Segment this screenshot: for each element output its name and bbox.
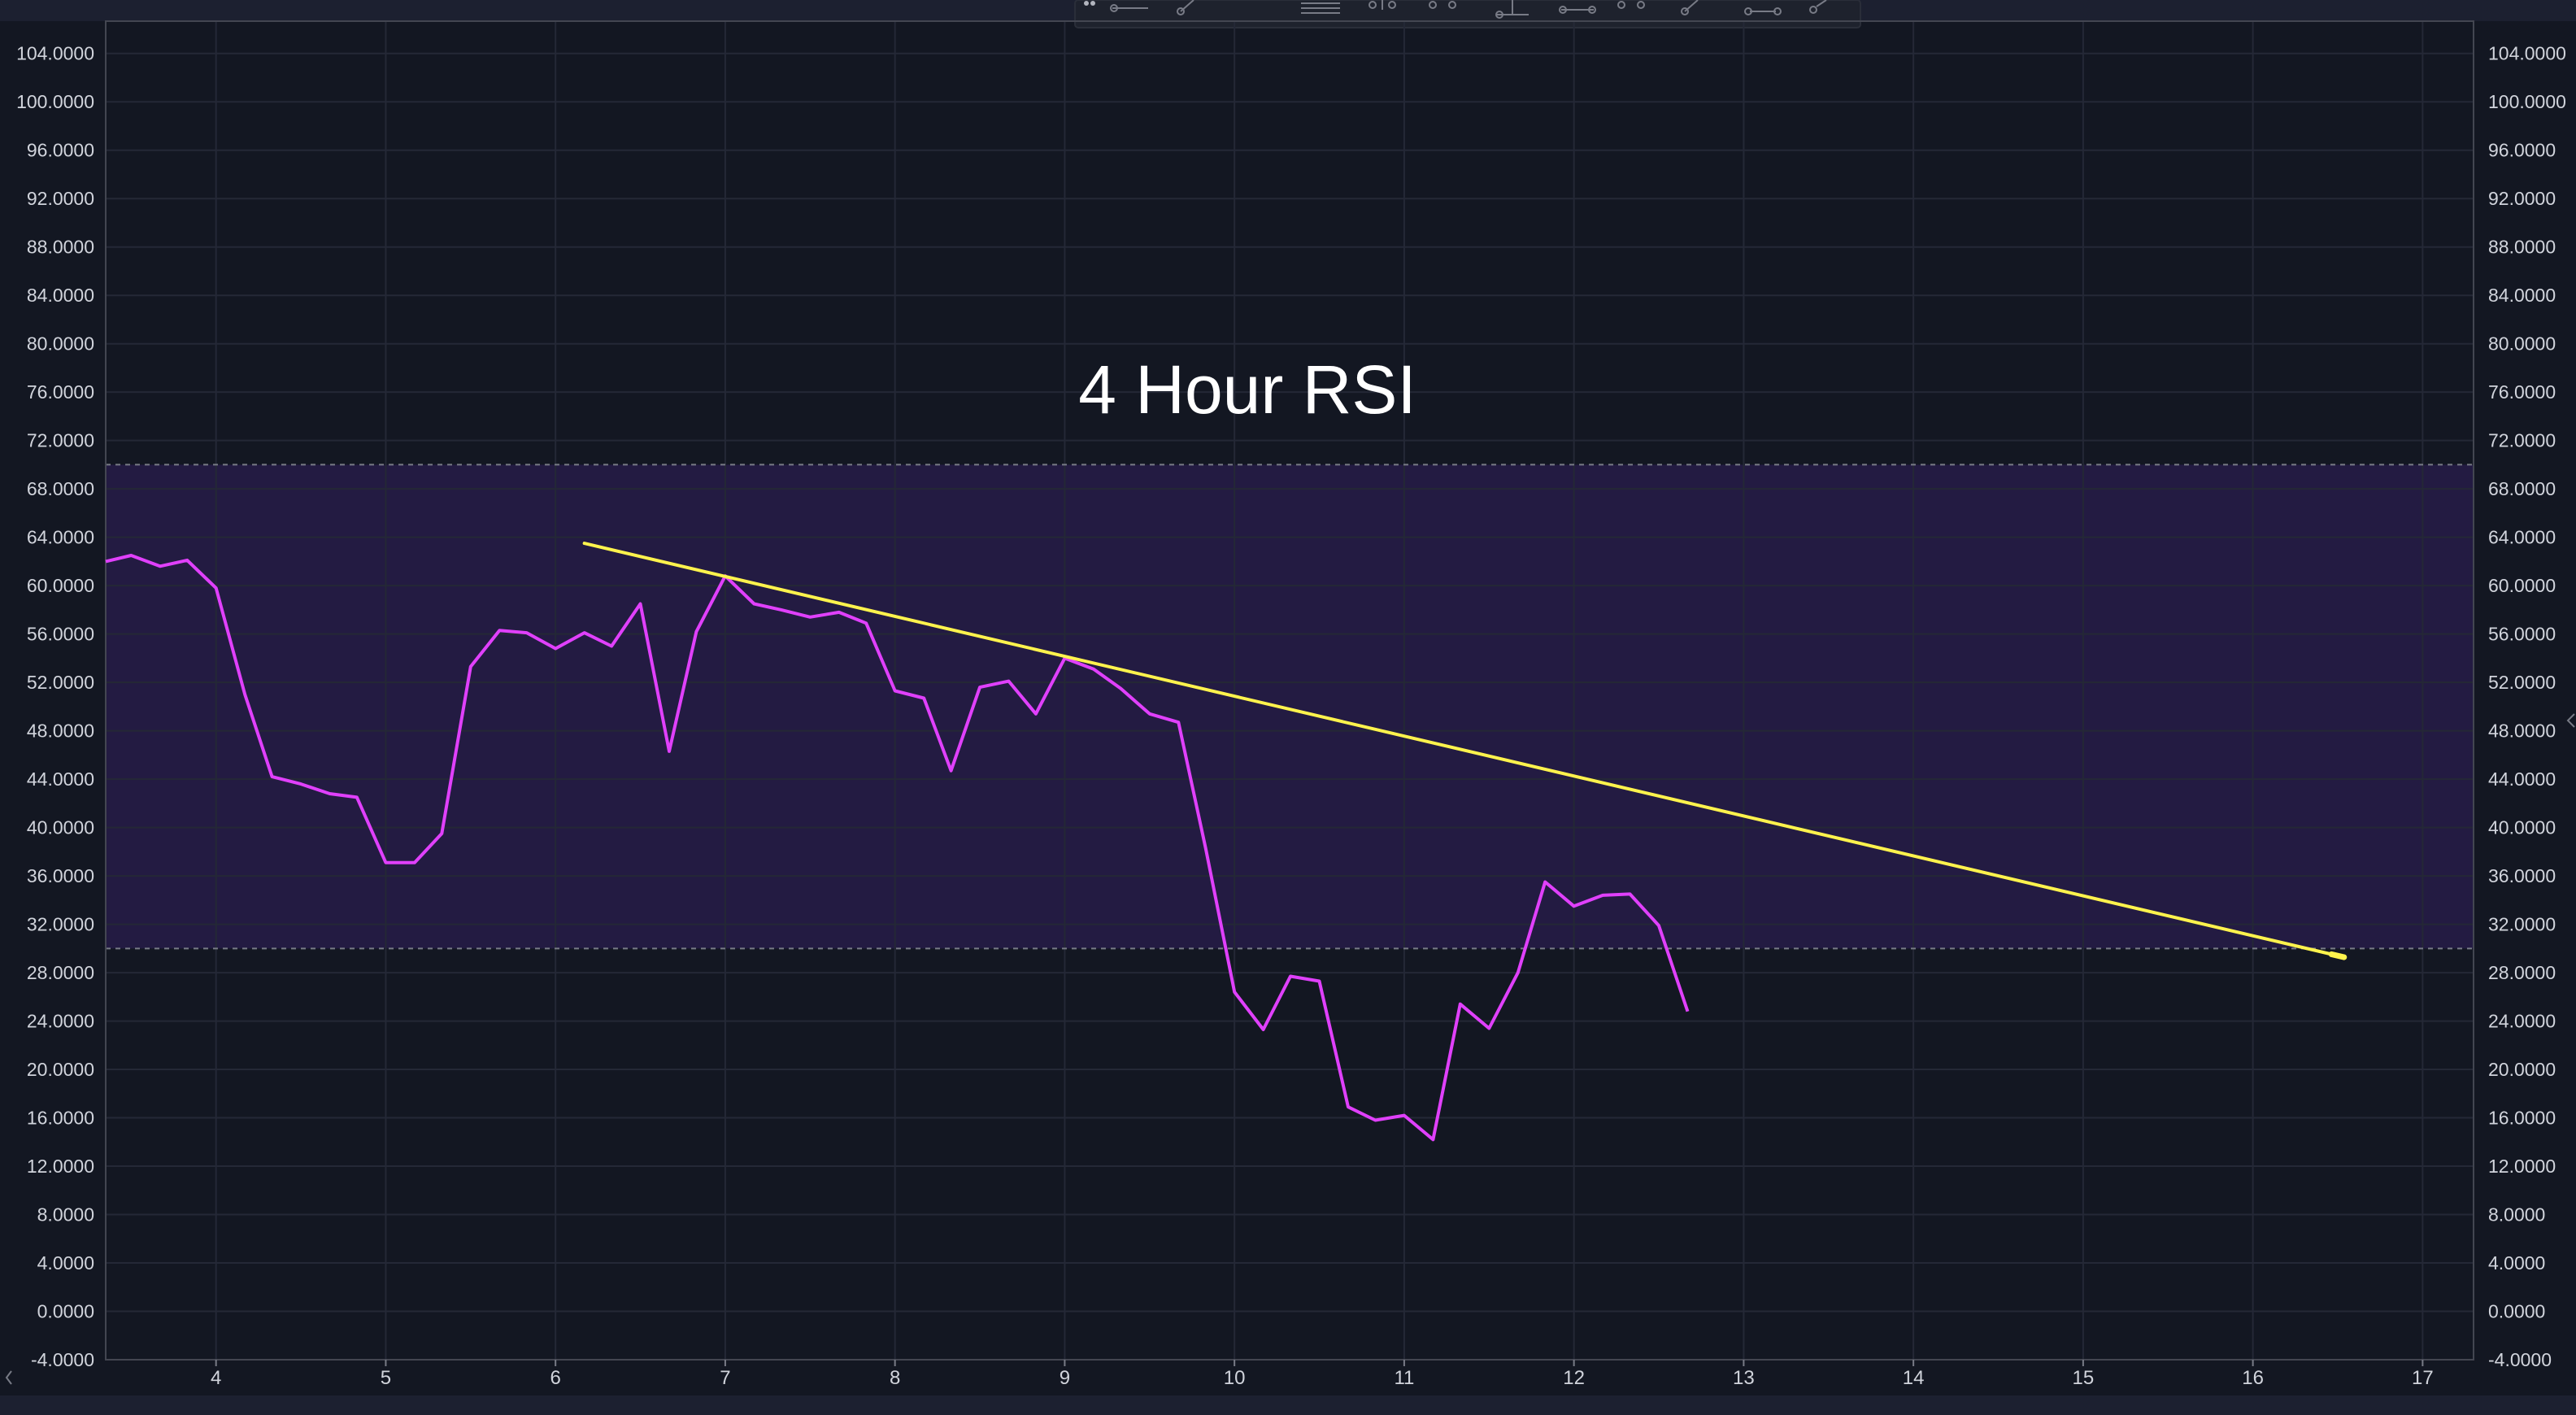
y-tick-label-right: 56.0000 [2488, 624, 2556, 645]
y-tick-label-left: 64.0000 [27, 527, 94, 548]
y-tick-label-left: 16.0000 [27, 1108, 94, 1129]
gann-fan-tool-icon[interactable] [1617, 1, 1645, 9]
horizontal-ray-tool-icon[interactable] [1110, 4, 1148, 12]
arrow-tool-icon[interactable] [1681, 0, 1699, 15]
x-tick-label: 4 [211, 1367, 221, 1389]
y-tick-label-right: 84.0000 [2488, 285, 2556, 306]
y-tick-label-left: 52.0000 [27, 672, 94, 693]
y-tick-label-left: 0.0000 [37, 1301, 94, 1322]
chart-title: 4 Hour RSI [1078, 351, 1416, 428]
price-range-tool-icon[interactable] [1495, 0, 1529, 19]
y-tick-label-left: 56.0000 [27, 624, 94, 645]
y-tick-label-right: 44.0000 [2488, 768, 2556, 790]
y-tick-label-right: 68.0000 [2488, 478, 2556, 499]
y-tick-label-left: 48.0000 [27, 721, 94, 742]
x-tick-label: 17 [2412, 1367, 2434, 1389]
y-tick-label-right: 0.0000 [2488, 1301, 2545, 1322]
y-tick-label-left: 92.0000 [27, 188, 94, 209]
y-tick-label-left: 60.0000 [27, 575, 94, 596]
x-tick-label: 11 [1394, 1367, 1414, 1389]
plot-frame [105, 20, 2474, 1361]
y-tick-label-right: 36.0000 [2488, 865, 2556, 886]
time-axis[interactable]: 4 5 6 7 8 9 10 11 12 13 14 15 16 17 [211, 1360, 2434, 1389]
drawing-toolbar-background [1074, 0, 1861, 28]
y-tick-label-left: 12.0000 [27, 1156, 94, 1177]
drawing-toolbar[interactable] [1074, 0, 1861, 28]
y-tick-label-right: 40.0000 [2488, 817, 2556, 838]
y-tick-label-left: 96.0000 [27, 140, 94, 161]
x-tick-label: 9 [1060, 1367, 1070, 1389]
x-tick-label: 13 [1733, 1367, 1755, 1389]
y-tick-label-left: 4.0000 [37, 1252, 94, 1274]
y-tick-label-left: 80.0000 [27, 333, 94, 355]
y-tick-label-left: 40.0000 [27, 817, 94, 838]
y-tick-label-right: 16.0000 [2488, 1108, 2556, 1129]
y-tick-label-right: 92.0000 [2488, 188, 2556, 209]
y-tick-label-left: 28.0000 [27, 962, 94, 983]
x-tick-label: 5 [381, 1367, 391, 1389]
y-tick-label-left: 100.0000 [16, 91, 94, 112]
y-tick-label-right: 88.0000 [2488, 237, 2556, 258]
schiff-pitchfork-tool-icon[interactable] [1429, 1, 1456, 9]
y-tick-label-left: 104.0000 [16, 43, 94, 64]
path-tool-icon[interactable] [1744, 7, 1782, 15]
x-tick-label: 7 [720, 1367, 730, 1389]
y-tick-label-right: 48.0000 [2488, 721, 2556, 742]
chevron-left-icon[interactable] [2566, 713, 2575, 728]
parallel-channel-tool-icon[interactable] [1301, 2, 1340, 14]
y-tick-label-left: 36.0000 [27, 865, 94, 886]
y-tick-label-right: 52.0000 [2488, 672, 2556, 693]
bottom-toolbar [0, 1395, 2576, 1415]
y-tick-label-right: 28.0000 [2488, 962, 2556, 983]
trend-line-tool-icon[interactable] [1177, 0, 1194, 15]
y-tick-label-right: 32.0000 [2488, 914, 2556, 935]
y-tick-label-left: 8.0000 [37, 1204, 94, 1226]
y-tick-label-left: 24.0000 [27, 1011, 94, 1032]
y-tick-label-right: 96.0000 [2488, 140, 2556, 161]
y-tick-label-right: 64.0000 [2488, 527, 2556, 548]
trendline[interactable] [582, 542, 2340, 958]
y-tick-label-left: 20.0000 [27, 1059, 94, 1080]
price-axis-left[interactable]: -4.0000 0.0000 4.0000 8.0000 12.0000 16.0000 2… [16, 43, 94, 1370]
y-tick-label-left: -4.0000 [31, 1349, 94, 1370]
y-tick-label-right: 24.0000 [2488, 1011, 2556, 1032]
date-range-tool-icon[interactable] [1559, 6, 1596, 14]
y-tick-label-right: 76.0000 [2488, 381, 2556, 403]
y-tick-label-left: 68.0000 [27, 478, 94, 499]
y-tick-label-right: 100.0000 [2488, 91, 2566, 112]
y-tick-label-right: 60.0000 [2488, 575, 2556, 596]
y-tick-label-right: -4.0000 [2488, 1349, 2552, 1370]
y-tick-label-right: 20.0000 [2488, 1059, 2556, 1080]
y-tick-label-right: 80.0000 [2488, 333, 2556, 355]
trendline-anchor-handle[interactable] [2328, 951, 2348, 960]
y-tick-label-left: 88.0000 [27, 237, 94, 258]
y-tick-label-right: 4.0000 [2488, 1252, 2545, 1274]
chevron-left-icon[interactable] [5, 1370, 12, 1385]
x-tick-label: 16 [2242, 1367, 2264, 1389]
x-tick-label: 8 [890, 1367, 900, 1389]
y-tick-label-left: 84.0000 [27, 285, 94, 306]
x-tick-label: 15 [2073, 1367, 2095, 1389]
y-tick-label-right: 72.0000 [2488, 430, 2556, 451]
pitchfork-tool-icon[interactable] [1368, 0, 1396, 10]
y-tick-label-right: 12.0000 [2488, 1156, 2556, 1177]
x-tick-label: 14 [1903, 1367, 1925, 1389]
rsi-band [106, 464, 2474, 949]
y-tick-label-left: 44.0000 [27, 768, 94, 790]
price-axis-right[interactable]: -4.0000 0.0000 4.0000 8.0000 12.0000 16.0000 2… [2488, 43, 2566, 1370]
drag-handle-icon[interactable] [1084, 1, 1095, 6]
y-tick-label-left: 32.0000 [27, 914, 94, 935]
x-tick-label: 10 [1224, 1367, 1246, 1389]
rsi-series-line[interactable] [105, 554, 1690, 1142]
y-tick-label-left: 72.0000 [27, 430, 94, 451]
x-tick-label: 6 [550, 1367, 560, 1389]
x-tick-label: 12 [1563, 1367, 1585, 1389]
y-tick-label-right: 104.0000 [2488, 43, 2566, 64]
y-tick-label-left: 76.0000 [27, 381, 94, 403]
y-tick-label-right: 8.0000 [2488, 1204, 2545, 1226]
magnet-tool-icon[interactable] [1809, 0, 1827, 14]
